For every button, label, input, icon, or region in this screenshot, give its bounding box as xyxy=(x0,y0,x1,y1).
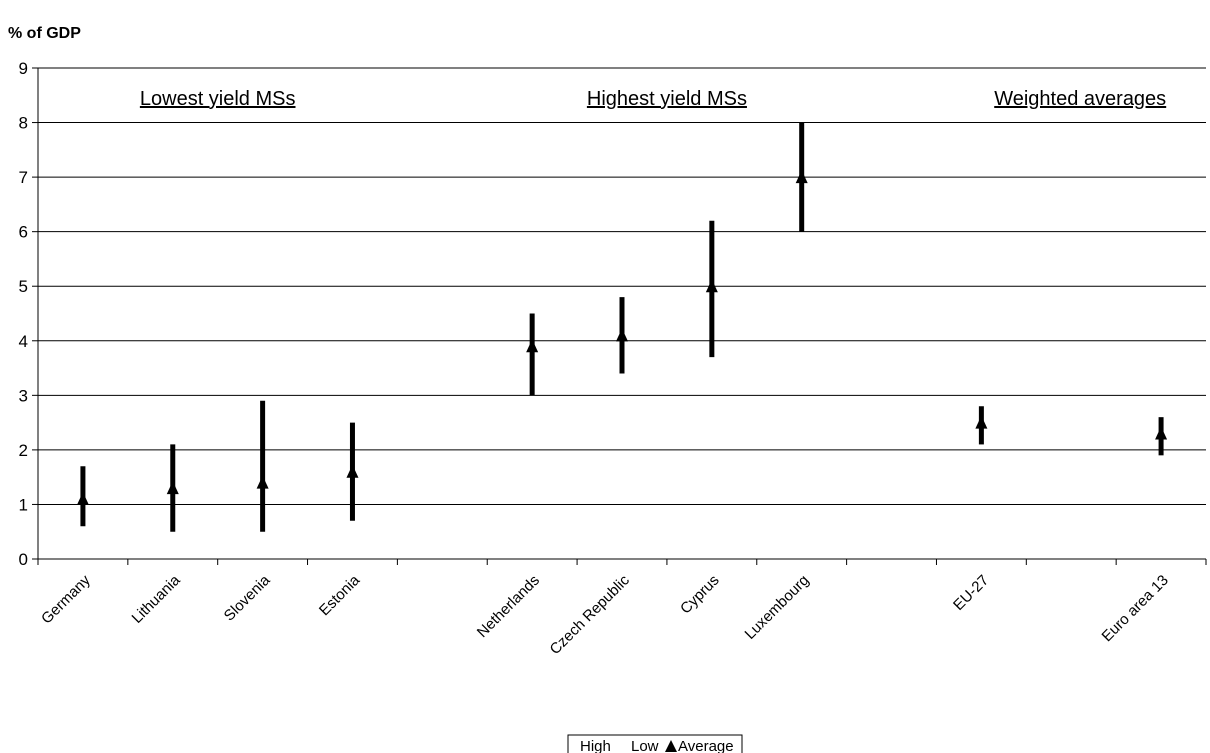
legend: High Low Average xyxy=(567,734,743,753)
x-tick-label: Netherlands xyxy=(474,572,543,641)
average-marker xyxy=(795,170,808,184)
average-marker xyxy=(1155,426,1168,440)
y-tick-label: 9 xyxy=(19,59,28,78)
y-tick-label: 7 xyxy=(19,168,28,187)
x-tick-label: Luxembourg xyxy=(742,572,813,643)
y-tick-label: 8 xyxy=(19,114,28,133)
y-tick-labels: 0 1 2 3 4 5 6 7 8 9 xyxy=(19,59,28,569)
x-tick-labels: Germany Lithuania Slovenia Estonia Netherlan… xyxy=(38,571,1172,658)
legend-box xyxy=(567,734,743,753)
x-tick-label: EU-27 xyxy=(950,572,992,614)
x-tick-label: Slovenia xyxy=(221,571,274,624)
average-marker xyxy=(705,279,718,293)
axes xyxy=(32,67,1207,565)
legend-average-label: Average xyxy=(678,738,734,753)
average-marker xyxy=(346,464,359,478)
x-tick-label: Euro area 13 xyxy=(1099,572,1172,645)
group-headers: Lowest yield MSs Highest yield MSs Weighte… xyxy=(140,88,1166,110)
group-header: Highest yield MSs xyxy=(587,88,747,110)
y-tick-label: 1 xyxy=(19,495,28,514)
y-tick-label: 6 xyxy=(19,223,28,242)
data-marks xyxy=(76,122,1168,532)
average-marker xyxy=(166,481,179,495)
y-tick-label: 3 xyxy=(19,386,28,405)
x-tick-label: Czech Republic xyxy=(547,571,634,658)
y-axis-title: % of GDP xyxy=(8,25,81,42)
y-tick-label: 4 xyxy=(19,332,28,351)
y-tick-label: 5 xyxy=(19,277,28,296)
legend-low-label: Low xyxy=(631,738,659,753)
x-tick-label: Lithuania xyxy=(129,571,185,627)
x-tick-label: Germany xyxy=(38,571,94,627)
gridlines xyxy=(38,67,1206,505)
average-marker xyxy=(975,415,988,429)
y-tick-label: 0 xyxy=(19,550,28,569)
group-header: Lowest yield MSs xyxy=(140,88,296,110)
group-header: Weighted averages xyxy=(994,88,1166,110)
average-marker xyxy=(256,475,269,489)
y-tick-label: 2 xyxy=(19,441,28,460)
legend-average-marker xyxy=(665,740,677,752)
x-tick-label: Cyprus xyxy=(677,572,723,618)
average-marker xyxy=(526,339,539,353)
average-marker xyxy=(616,328,628,342)
average-marker xyxy=(76,491,89,505)
legend-high-label: High xyxy=(580,738,611,753)
x-tick-label: Estonia xyxy=(316,571,364,619)
